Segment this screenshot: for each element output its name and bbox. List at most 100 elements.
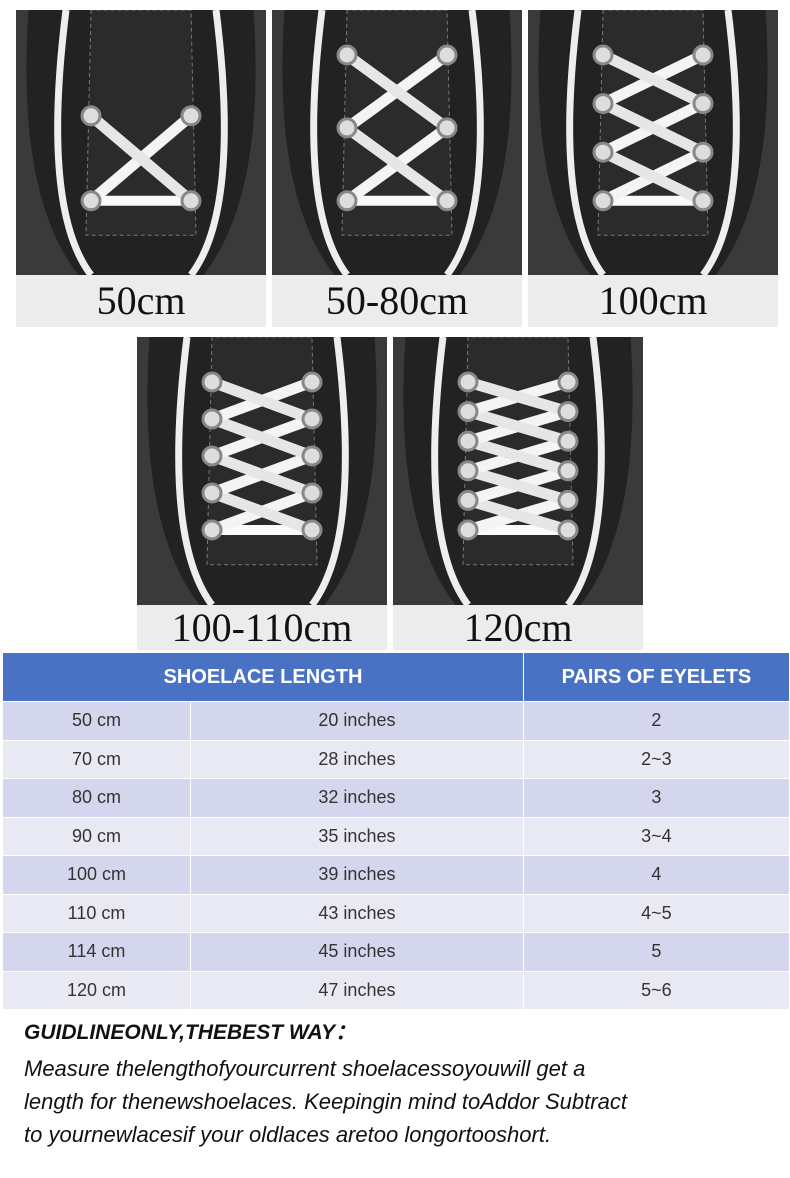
eyelet [336, 190, 358, 212]
table-cell: 28 inches [190, 739, 524, 779]
table-cell: 35 inches [190, 816, 524, 856]
table-cell: 120 cm [2, 970, 191, 1010]
eyelet [301, 408, 323, 430]
note: GUIDLINEONLY,THEBEST WAY： Measure thelen… [24, 1016, 627, 1151]
eyelet [436, 44, 458, 66]
lace [466, 495, 570, 536]
shoe-illustration [137, 337, 387, 605]
lace [210, 376, 314, 425]
eyelet [336, 117, 358, 139]
table-cell: 4 [522, 855, 790, 895]
eyelet [592, 93, 614, 115]
panel-label: 100-110cm [171, 605, 353, 650]
lace [466, 465, 570, 506]
eyelet [436, 117, 458, 139]
panel: 100-110cm [137, 337, 387, 650]
eyelet [301, 482, 323, 504]
table-cell: 100 cm [2, 855, 191, 895]
table-cell: 47 inches [190, 970, 524, 1010]
edge [566, 10, 606, 275]
eyelet [301, 445, 323, 467]
panel-label: 50-80cm [325, 278, 469, 323]
eyelet [592, 44, 614, 66]
table-cell: 45 inches [190, 932, 524, 972]
eyelet [436, 190, 458, 212]
lace [210, 487, 314, 536]
shoe-illustration [393, 337, 643, 605]
eyelet [557, 460, 579, 482]
table-cell: 110 cm [2, 893, 191, 933]
note-body: Measure thelengthofyourcurrent shoelaces… [24, 1052, 627, 1151]
eyelet [180, 105, 202, 127]
eyelet [692, 44, 714, 66]
lace [343, 50, 451, 133]
edge [54, 10, 94, 275]
header-cell: SHOELACE LENGTH [2, 652, 524, 702]
table-row: 80 cm 32 inches 3 [2, 778, 790, 818]
eyelet [80, 105, 102, 127]
eyelet [457, 401, 479, 423]
eyelet [692, 93, 714, 115]
table-row: 90 cm 35 inches 3~4 [2, 816, 790, 856]
table-row: 70 cm 28 inches 2~3 [2, 739, 790, 779]
table-cell: 50 cm [2, 701, 191, 741]
panel: 50cm [16, 10, 266, 327]
eyelet [201, 519, 223, 541]
eyelet [201, 408, 223, 430]
eyelet [692, 141, 714, 163]
edge [309, 337, 349, 605]
eyelet [336, 44, 358, 66]
edge [565, 337, 605, 605]
eyelet [557, 430, 579, 452]
note-line: Measure thelengthofyourcurrent shoelaces… [24, 1056, 586, 1081]
shoe-illustration [528, 10, 778, 275]
edge [175, 337, 215, 605]
table-cell: 2~3 [522, 739, 790, 779]
lace [210, 413, 314, 462]
table-row: 120 cm 47 inches 5~6 [2, 970, 790, 1010]
edge [431, 337, 471, 605]
lace [343, 123, 451, 206]
lace [466, 376, 570, 417]
table-row: 110 cm 43 inches 4~5 [2, 893, 790, 933]
header-cell: PAIRS OF EYELETS [522, 652, 790, 702]
panel: 50-80cm [272, 10, 522, 327]
table-cell: 70 cm [2, 739, 191, 779]
table-cell: 43 inches [190, 893, 524, 933]
edge [700, 10, 740, 275]
eyelet [457, 371, 479, 393]
table-row: 114 cm 45 inches 5 [2, 932, 790, 972]
eyelet [457, 519, 479, 541]
eyelet [201, 482, 223, 504]
table-body: 50 cm 20 inches 2 70 cm 28 inches 2~3 80 cm 32 … [2, 701, 790, 1010]
panel: 120cm [393, 337, 643, 650]
lace [600, 147, 706, 206]
eyelet [592, 141, 614, 163]
eyelet [457, 489, 479, 511]
table-cell: 80 cm [2, 778, 191, 818]
eyelet [692, 190, 714, 212]
table-cell: 5~6 [522, 970, 790, 1010]
eyelet [557, 519, 579, 541]
eyelet [557, 371, 579, 393]
lace [466, 435, 570, 477]
lace [210, 450, 314, 499]
table-cell: 4~5 [522, 893, 790, 933]
eyelet [201, 445, 223, 467]
table-cell: 32 inches [190, 778, 524, 818]
eyelet [80, 190, 102, 212]
header-row: SHOELACE LENGTH PAIRS OF EYELETS [2, 652, 790, 702]
panel-label: 100cm [598, 278, 708, 323]
table-cell: 3 [522, 778, 790, 818]
table-row: 50 cm 20 inches 2 [2, 701, 790, 741]
table-cell: 90 cm [2, 816, 191, 856]
lace [466, 406, 570, 447]
table-cell: 3~4 [522, 816, 790, 856]
edge [188, 10, 228, 275]
size-table: SHOELACE LENGTH PAIRS OF EYELETS 50 cm 20… [2, 652, 790, 1010]
table-cell: 39 inches [190, 855, 524, 895]
eyelet [180, 190, 202, 212]
note-title: GUIDLINEONLY,THEBEST WAY： [24, 1021, 357, 1044]
table-row: 100 cm 39 inches 4 [2, 855, 790, 895]
